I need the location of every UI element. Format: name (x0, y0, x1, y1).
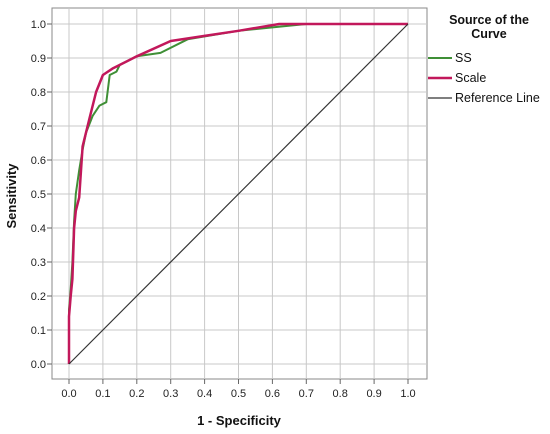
y-tick-label: 0.1 (31, 325, 46, 337)
y-tick-label: 0.6 (31, 155, 46, 167)
series-lines (67, 22, 409, 365)
legend-item-ss-label: SS (455, 51, 472, 65)
x-axis-title: 1 - Specificity (197, 413, 282, 428)
y-tick-label: 0.7 (31, 121, 46, 133)
legend-item-scale-label: Scale (455, 71, 486, 85)
x-tick-label: 0.2 (129, 388, 144, 400)
y-tick-label: 0.2 (31, 291, 46, 303)
y-tick-label: 0.8 (31, 87, 46, 99)
legend: Source of the Curve SS Scale Reference Lin… (428, 13, 540, 105)
x-tick-label: 0.9 (366, 388, 381, 400)
y-tick-label: 0.4 (31, 223, 46, 235)
y-ticks: 0.0 0.1 0.2 0.3 0.4 0.5 0.6 0.7 0.8 0.9 1.0 (31, 19, 52, 371)
x-tick-label: 0.6 (265, 388, 280, 400)
x-tick-label: 0.5 (231, 388, 246, 400)
x-tick-label: 0.7 (299, 388, 314, 400)
series-line-scale (67, 22, 408, 364)
y-tick-label: 0.0 (31, 359, 46, 371)
x-tick-label: 0.3 (163, 388, 178, 400)
legend-items: SS Scale Reference Line (428, 51, 540, 105)
y-tick-label: 1.0 (31, 19, 46, 31)
y-tick-label: 0.3 (31, 257, 46, 269)
x-tick-label: 0.0 (61, 388, 76, 400)
legend-item-reference-line-label: Reference Line (455, 91, 540, 105)
x-ticks: 0.0 0.1 0.2 0.3 0.4 0.5 0.6 0.7 0.8 0.9 1.0 (61, 379, 416, 400)
x-tick-label: 1.0 (400, 388, 415, 400)
x-tick-label: 0.8 (333, 388, 348, 400)
series-line-reference-line (68, 23, 409, 365)
legend-title-line-1: Source of the (449, 13, 529, 27)
x-tick-label: 0.1 (95, 388, 110, 400)
y-tick-label: 0.5 (31, 189, 46, 201)
legend-title-line-2: Curve (471, 27, 506, 41)
x-tick-label: 0.4 (197, 388, 212, 400)
y-tick-label: 0.9 (31, 53, 46, 65)
y-axis-title: Sensitivity (4, 163, 19, 229)
